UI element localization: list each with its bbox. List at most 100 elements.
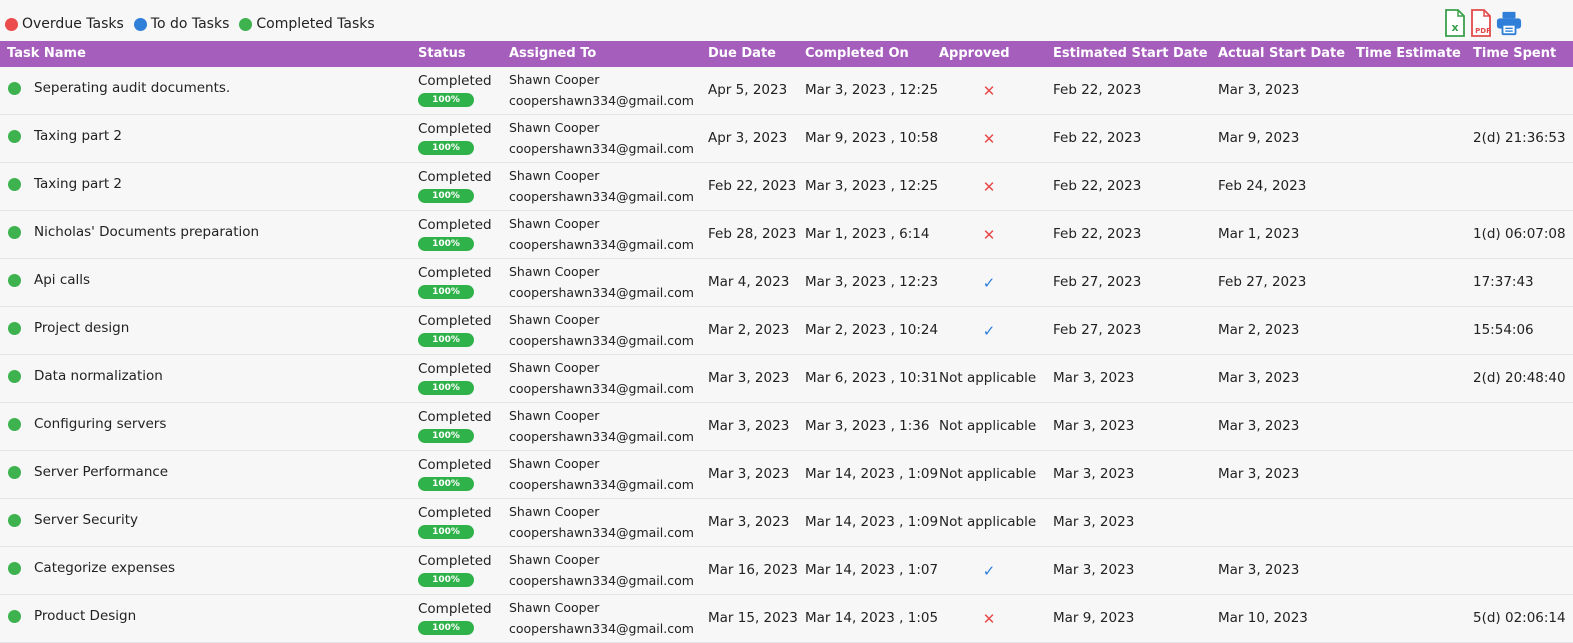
time-spent: 2(d) 20:48:40 [1473, 370, 1566, 386]
legend-item-overdue[interactable]: Overdue Tasks [5, 16, 124, 32]
due-date: Mar 3, 2023 [708, 514, 790, 530]
assignee-email: coopershawn334@gmail.com [509, 333, 694, 348]
completed-status-dot-icon [8, 514, 21, 527]
assignee-email: coopershawn334@gmail.com [509, 621, 694, 636]
task-name[interactable]: Taxing part 2 [34, 176, 123, 192]
header-time-spent[interactable]: Time Spent [1473, 46, 1557, 61]
table-row[interactable]: Seperating audit documents. Completed 10… [0, 67, 1573, 115]
due-date: Mar 2, 2023 [708, 322, 790, 338]
assignee-email: coopershawn334@gmail.com [509, 429, 694, 444]
table-row[interactable]: Server Security Completed 100% Shawn Coo… [0, 499, 1573, 547]
progress-badge: 100% [418, 381, 474, 395]
table-row[interactable]: Taxing part 2 Completed 100% Shawn Coope… [0, 163, 1573, 211]
assignee-name: Shawn Cooper [509, 72, 600, 87]
completed-on: Mar 14, 2023 , 1:09 [805, 514, 939, 530]
table-row[interactable]: Configuring servers Completed 100% Shawn… [0, 403, 1573, 451]
header-completed-on[interactable]: Completed On [805, 46, 909, 61]
actual-start-date: Mar 3, 2023 [1218, 466, 1300, 482]
print-button[interactable] [1496, 8, 1522, 38]
task-name[interactable]: Seperating audit documents. [34, 80, 231, 96]
task-name[interactable]: Server Performance [34, 464, 169, 480]
completed-on: Mar 9, 2023 , 10:58 [805, 130, 939, 146]
legend-label: Completed Tasks [256, 16, 375, 32]
task-name[interactable]: Configuring servers [34, 416, 167, 432]
todo-dot-icon [133, 17, 147, 31]
status-text: Completed [418, 217, 492, 233]
task-name[interactable]: Nicholas' Documents preparation [34, 224, 260, 240]
table-row[interactable]: Api calls Completed 100% Shawn Cooper co… [0, 259, 1573, 307]
actual-start-date: Mar 3, 2023 [1218, 562, 1300, 578]
completed-status-dot-icon [8, 322, 21, 335]
progress-badge: 100% [418, 141, 474, 155]
legend-item-todo[interactable]: To do Tasks [133, 16, 230, 32]
task-name[interactable]: Project design [34, 320, 130, 336]
table-row[interactable]: Product Design Completed 100% Shawn Coop… [0, 595, 1573, 643]
task-name[interactable]: Server Security [34, 512, 138, 528]
task-name[interactable]: Data normalization [34, 368, 163, 384]
due-date: Apr 3, 2023 [708, 130, 788, 146]
header-estimated-start[interactable]: Estimated Start Date [1053, 46, 1208, 61]
legend-label: Overdue Tasks [22, 16, 124, 32]
table-row[interactable]: Nicholas' Documents preparation Complete… [0, 211, 1573, 259]
assignee-email: coopershawn334@gmail.com [509, 237, 694, 252]
header-due-date[interactable]: Due Date [708, 46, 776, 61]
export-pdf-button[interactable]: PDF [1469, 8, 1495, 38]
export-excel-button[interactable]: x [1442, 8, 1468, 38]
not-approved-x-icon: ✕ [982, 130, 996, 148]
estimated-start-date: Feb 27, 2023 [1053, 322, 1142, 338]
header-assigned-to[interactable]: Assigned To [509, 46, 597, 61]
task-name[interactable]: Product Design [34, 608, 137, 624]
due-date: Mar 16, 2023 [708, 562, 798, 578]
completed-status-dot-icon [8, 178, 21, 191]
approved-cell: ✓ [939, 322, 1039, 340]
status-text: Completed [418, 409, 492, 425]
table-row[interactable]: Project design Completed 100% Shawn Coop… [0, 307, 1573, 355]
completed-status-dot-icon [8, 610, 21, 623]
overdue-dot-icon [5, 17, 18, 31]
table-row[interactable]: Server Performance Completed 100% Shawn … [0, 451, 1573, 499]
completed-status-dot-icon [8, 562, 21, 575]
header-actual-start[interactable]: Actual Start Date [1218, 46, 1346, 61]
estimated-start-date: Feb 22, 2023 [1053, 130, 1142, 146]
estimated-start-date: Feb 22, 2023 [1053, 82, 1142, 98]
completed-on: Mar 1, 2023 , 6:14 [805, 226, 930, 242]
approved-cell: Not applicable [939, 514, 1037, 530]
progress-badge: 100% [418, 429, 474, 443]
estimated-start-date: Mar 3, 2023 [1053, 466, 1135, 482]
legend-item-completed[interactable]: Completed Tasks [239, 16, 375, 32]
table-row[interactable]: Categorize expenses Completed 100% Shawn… [0, 547, 1573, 595]
estimated-start-date: Feb 22, 2023 [1053, 178, 1142, 194]
actual-start-date: Feb 24, 2023 [1218, 178, 1307, 194]
assignee-name: Shawn Cooper [509, 120, 600, 135]
approved-cell: ✕ [939, 610, 1039, 628]
table-row[interactable]: Taxing part 2 Completed 100% Shawn Coope… [0, 115, 1573, 163]
estimated-start-date: Mar 9, 2023 [1053, 610, 1135, 626]
legend-label: To do Tasks [150, 16, 230, 32]
task-name[interactable]: Categorize expenses [34, 560, 175, 576]
status-text: Completed [418, 265, 492, 281]
completed-dot-icon [239, 17, 253, 31]
header-time-estimate[interactable]: Time Estimate [1356, 46, 1461, 61]
completed-status-dot-icon [8, 466, 21, 479]
task-name[interactable]: Api calls [34, 272, 91, 288]
due-date: Mar 3, 2023 [708, 370, 790, 386]
progress-badge: 100% [418, 189, 474, 203]
header-status[interactable]: Status [418, 46, 466, 61]
assignee-name: Shawn Cooper [509, 456, 600, 471]
header-task-name[interactable]: Task Name [7, 46, 86, 61]
assignee-email: coopershawn334@gmail.com [509, 573, 694, 588]
header-approved[interactable]: Approved [939, 46, 1010, 61]
status-text: Completed [418, 457, 492, 473]
estimated-start-date: Mar 3, 2023 [1053, 514, 1135, 530]
time-spent: 2(d) 21:36:53 [1473, 130, 1566, 146]
approved-cell: Not applicable [939, 466, 1037, 482]
progress-badge: 100% [418, 237, 474, 251]
assignee-name: Shawn Cooper [509, 360, 600, 375]
table-row[interactable]: Data normalization Completed 100% Shawn … [0, 355, 1573, 403]
excel-icon: x [1445, 9, 1465, 37]
status-text: Completed [418, 169, 492, 185]
actual-start-date: Mar 3, 2023 [1218, 82, 1300, 98]
task-name[interactable]: Taxing part 2 [34, 128, 123, 144]
status-text: Completed [418, 73, 492, 89]
progress-badge: 100% [418, 525, 474, 539]
